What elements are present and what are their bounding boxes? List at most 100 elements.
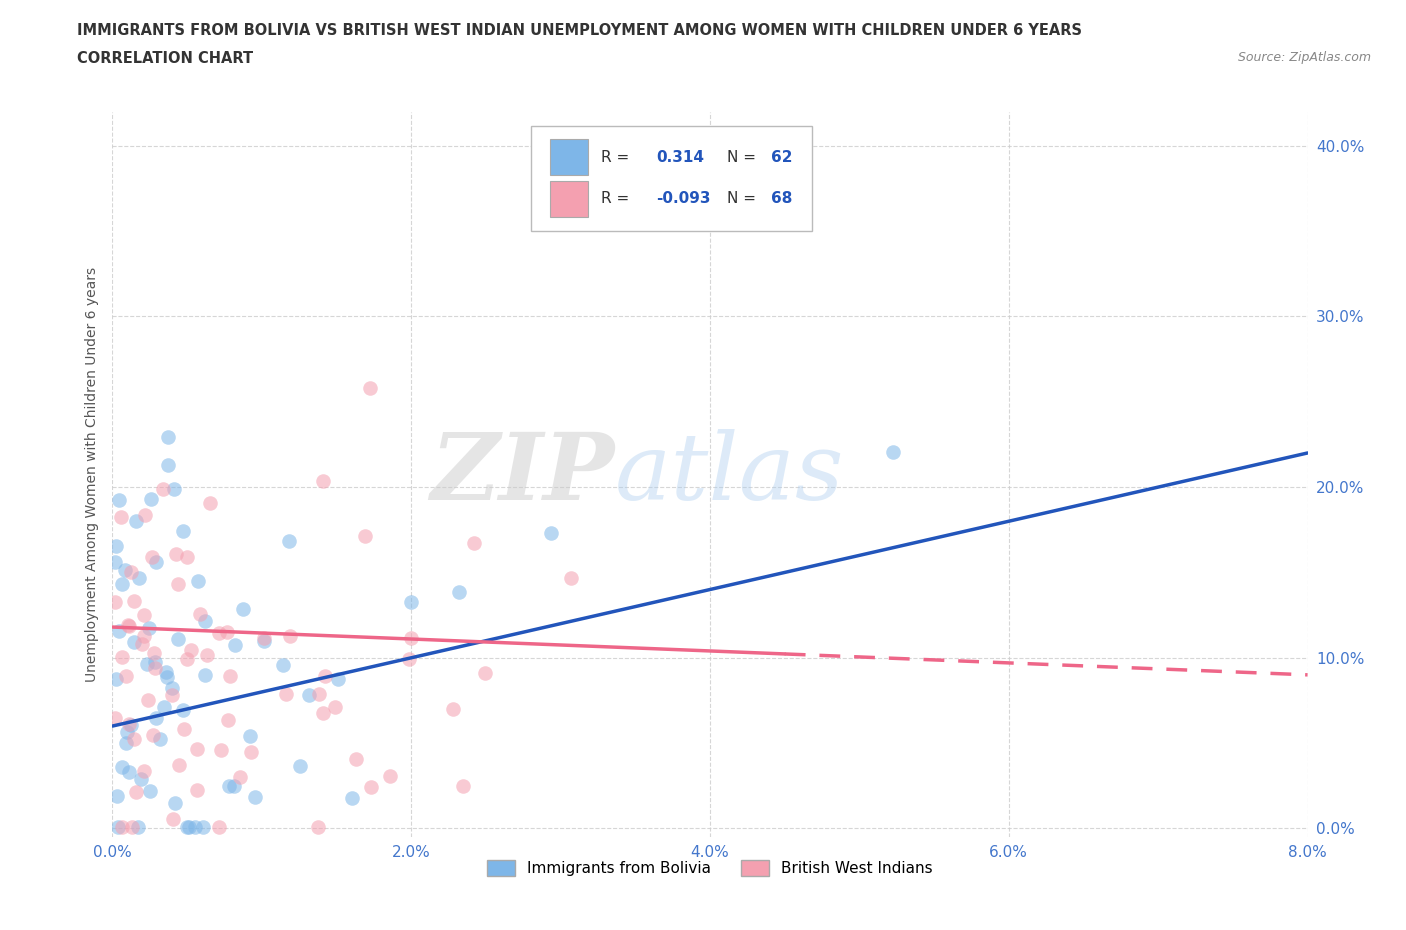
Point	[139, 783, 162, 798]
Point	[143, 660, 166, 675]
FancyBboxPatch shape	[550, 140, 588, 176]
Point	[229, 769, 252, 784]
Point	[134, 508, 156, 523]
Text: CORRELATION CHART: CORRELATION CHART	[77, 51, 253, 66]
Point	[308, 686, 330, 701]
Point	[176, 819, 198, 834]
Point	[122, 732, 145, 747]
Point	[120, 717, 142, 732]
Text: IMMIGRANTS FROM BOLIVIA VS BRITISH WEST INDIAN UNEMPLOYMENT AMONG WOMEN WITH CHI: IMMIGRANTS FROM BOLIVIA VS BRITISH WEST …	[77, 23, 1083, 38]
Point	[191, 819, 214, 834]
Point	[186, 741, 208, 756]
Point	[198, 495, 221, 510]
Point	[108, 623, 131, 638]
Point	[143, 655, 166, 670]
Point	[307, 819, 329, 834]
Point	[172, 524, 194, 538]
Point	[118, 764, 141, 779]
Point	[882, 445, 904, 459]
Point	[232, 602, 254, 617]
Point	[449, 584, 471, 599]
Point	[163, 482, 186, 497]
Point	[160, 681, 183, 696]
FancyBboxPatch shape	[531, 126, 811, 232]
Point	[194, 614, 217, 629]
Point	[540, 525, 562, 540]
Point	[156, 670, 179, 684]
Point	[253, 633, 276, 648]
Point	[111, 649, 134, 664]
FancyBboxPatch shape	[550, 180, 588, 217]
Point	[167, 577, 190, 591]
Point	[219, 669, 242, 684]
Point	[378, 768, 401, 783]
Point	[124, 634, 146, 649]
Point	[128, 570, 150, 585]
Point	[187, 574, 209, 589]
Point	[138, 620, 160, 635]
Point	[560, 570, 582, 585]
Point	[173, 722, 195, 737]
Point	[399, 594, 422, 609]
Point	[271, 658, 294, 673]
Point	[125, 513, 148, 528]
Point	[360, 779, 382, 794]
Point	[118, 717, 141, 732]
Text: R =: R =	[602, 192, 634, 206]
Point	[132, 629, 155, 644]
Point	[145, 554, 167, 569]
Point	[127, 819, 149, 834]
Point	[463, 536, 485, 551]
Point	[224, 778, 246, 793]
Point	[110, 510, 132, 525]
Point	[314, 669, 336, 684]
Point	[169, 758, 191, 773]
Point	[136, 693, 159, 708]
Text: ZIP: ZIP	[430, 430, 614, 519]
Point	[149, 732, 172, 747]
Point	[298, 687, 321, 702]
Point	[354, 528, 377, 543]
Point	[398, 651, 420, 666]
Point	[165, 547, 187, 562]
Point	[131, 637, 153, 652]
Point	[132, 607, 155, 622]
Point	[274, 686, 297, 701]
Text: N =: N =	[727, 192, 761, 206]
Point	[208, 626, 231, 641]
Point	[240, 745, 263, 760]
Point	[114, 563, 136, 578]
Text: 62: 62	[770, 150, 793, 165]
Point	[186, 782, 208, 797]
Text: 0.314: 0.314	[657, 150, 704, 165]
Text: atlas: atlas	[614, 430, 844, 519]
Point	[184, 819, 207, 834]
Text: -0.093: -0.093	[657, 192, 711, 206]
Point	[253, 631, 276, 645]
Point	[117, 618, 139, 632]
Point	[188, 607, 211, 622]
Point	[108, 492, 131, 507]
Point	[105, 538, 128, 553]
Point	[111, 759, 134, 774]
Point	[160, 687, 183, 702]
Point	[156, 458, 179, 472]
Point	[105, 789, 128, 804]
Text: N =: N =	[727, 150, 761, 165]
Point	[135, 657, 157, 671]
Point	[143, 645, 166, 660]
Point	[207, 819, 229, 834]
Point	[157, 430, 180, 445]
Point	[218, 779, 240, 794]
Point	[239, 728, 262, 743]
Point	[104, 711, 127, 725]
Point	[312, 473, 335, 488]
Text: 68: 68	[770, 192, 793, 206]
Point	[172, 702, 194, 717]
Point	[328, 671, 350, 686]
Point	[153, 699, 176, 714]
Point	[141, 550, 163, 565]
Point	[209, 743, 232, 758]
Point	[224, 638, 246, 653]
Point	[277, 533, 299, 548]
